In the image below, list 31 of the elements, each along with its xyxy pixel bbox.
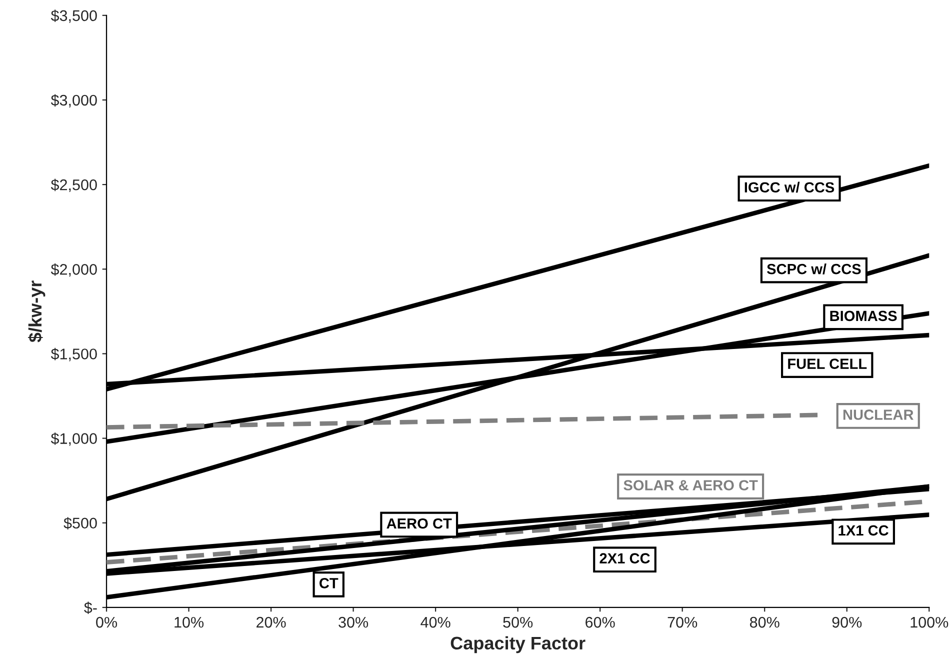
y-tick-label: $2,000 (50, 263, 97, 277)
y-tick-label: $2,500 (50, 178, 97, 192)
series-label: SOLAR & AERO CT (624, 480, 758, 490)
x-tick-label: 70% (668, 616, 698, 628)
series-label: AERO CT (386, 518, 452, 529)
x-axis-title: Capacity Factor (450, 636, 586, 654)
series-label: FUEL CELL (788, 358, 867, 369)
y-tick-label: $1,500 (50, 348, 97, 362)
x-tick-label: 40% (420, 616, 450, 628)
x-tick-label: 100% (910, 616, 948, 628)
series-label: 1X1 CC (838, 525, 888, 536)
y-tick-label: $3,500 (50, 10, 97, 23)
y-tick-label: $1,000 (50, 432, 97, 446)
series-label: NUCLEAR (843, 410, 914, 420)
y-tick-label: $- (84, 602, 97, 614)
y-tick-label: $500 (64, 517, 97, 530)
x-tick-label: 80% (750, 616, 780, 628)
x-tick-label: 90% (832, 616, 862, 628)
x-tick-label: 60% (586, 616, 615, 628)
x-tick-label: 0% (96, 616, 118, 628)
x-tick-label: 20% (256, 616, 286, 628)
y-tick-label: $3,000 (50, 94, 97, 108)
x-tick-label: 50% (503, 616, 533, 628)
y-axis-title: $/kw-yr (28, 280, 46, 342)
text: 2X1 CC (600, 553, 650, 564)
x-tick-label: 30% (338, 616, 368, 628)
series-label: CT (320, 578, 338, 588)
series-label: SCPC w/ CCS (766, 264, 861, 274)
series-label: IGCC w/ CCS (744, 182, 834, 193)
series-label: BIOMASS (830, 310, 897, 322)
x-tick-label: 10% (174, 616, 204, 628)
